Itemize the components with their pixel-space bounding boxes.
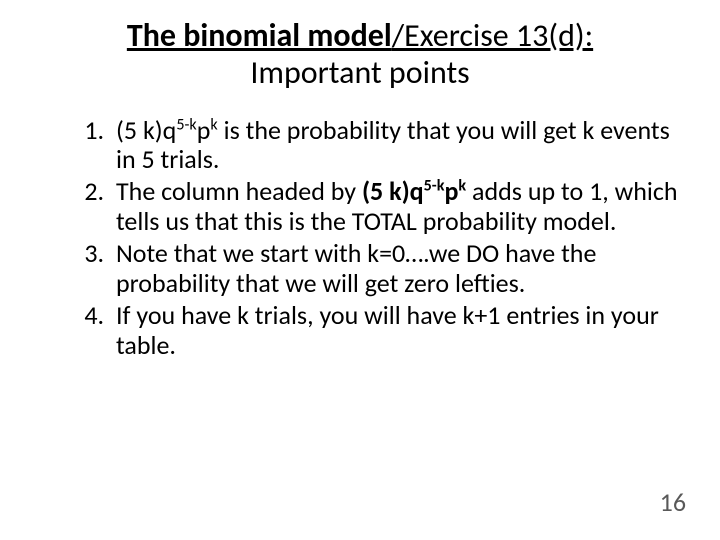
- list-item: If you have k trials, you will have k+1 …: [110, 301, 680, 361]
- title-line-1: The binomial model/Exercise 13(d):: [40, 18, 680, 55]
- item1-pre: (5 k)q: [116, 114, 176, 146]
- item2-bold-sup2: k: [458, 177, 466, 196]
- slide-title: The binomial model/Exercise 13(d): Impor…: [40, 18, 680, 92]
- list-item: Note that we start with k=0….we DO have …: [110, 239, 680, 299]
- item2-bold-sup1: 5-k: [424, 177, 445, 196]
- item1-mid: p: [197, 114, 211, 146]
- item4-text: If you have k trials, you will have k+1 …: [116, 299, 659, 361]
- item3-text: Note that we start with k=0….we DO have …: [116, 237, 596, 299]
- title-line-2: Important points: [40, 55, 680, 92]
- item1-sup2: k: [210, 115, 217, 134]
- item2-bold: (5 k)q5-kpk: [362, 175, 466, 207]
- title-bold-part: The binomial model: [127, 16, 392, 55]
- points-list: (5 k)q5-kpk is the probability that you …: [40, 116, 680, 361]
- slide: The binomial model/Exercise 13(d): Impor…: [0, 0, 720, 540]
- title-suffix: /Exercise 13(d):: [392, 16, 593, 55]
- item2-bold-mid: p: [444, 175, 458, 207]
- list-item: (5 k)q5-kpk is the probability that you …: [110, 116, 680, 176]
- list-item: The column headed by (5 k)q5-kpk adds up…: [110, 177, 680, 237]
- page-number: 16: [660, 486, 686, 518]
- item2-pre: The column headed by: [116, 175, 362, 207]
- item1-sup1: 5-k: [176, 115, 196, 134]
- item2-bold-pre: (5 k)q: [362, 175, 424, 207]
